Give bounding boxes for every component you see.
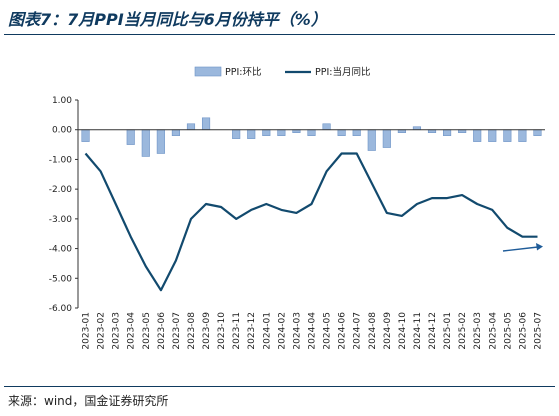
- x-tick-label: 2025-05: [503, 312, 513, 350]
- bar: [156, 129, 165, 154]
- x-tick-label: 2023-12: [247, 312, 257, 350]
- axes-layer: 1.00 0.00 -1.00 -2.00 -3.00 -4.00 -5.00 -6.00 20…: [49, 96, 545, 350]
- source-note: 来源：wind，国金证券研究所: [8, 394, 169, 408]
- x-tick-label: 2024-07: [353, 312, 363, 350]
- source-rule: [4, 386, 555, 387]
- x-tick-label: 2023-05: [142, 312, 152, 350]
- y-tick-label: 1.00: [52, 96, 72, 106]
- legend-label-yoy: PPI:当月同比: [315, 66, 370, 78]
- x-tick-label: 2024-01: [262, 312, 272, 350]
- bar: [518, 129, 527, 142]
- x-tick-label: 2024-05: [323, 312, 333, 350]
- y-tick-label: -2.00: [49, 185, 73, 195]
- x-tick-label: 2025-07: [533, 312, 543, 350]
- x-tick-label: 2024-12: [428, 312, 438, 350]
- y-tick-label: -6.00: [49, 304, 73, 314]
- x-tick-label: 2024-03: [292, 312, 302, 350]
- y-tick-label: -1.00: [49, 155, 73, 165]
- bar: [247, 129, 256, 139]
- line-series: [84, 152, 538, 292]
- bar: [126, 129, 135, 145]
- bar: [337, 129, 346, 136]
- x-tick-label: 2024-02: [277, 312, 287, 350]
- bar: [367, 129, 376, 151]
- bar: [488, 129, 497, 142]
- legend-swatch-bar: [194, 66, 222, 77]
- x-tick-label: 2024-04: [308, 312, 318, 350]
- yoy-line: [84, 152, 538, 292]
- bar: [201, 117, 211, 131]
- bar: [141, 129, 150, 157]
- y-tick-label: 0.00: [52, 126, 72, 136]
- bar: [382, 129, 391, 148]
- legend: PPI:环比 PPI:当月同比: [194, 66, 370, 78]
- bar: [232, 129, 241, 139]
- x-tick-label: 2024-11: [413, 312, 423, 350]
- x-tick-label: 2025-01: [443, 312, 453, 350]
- x-tick-label: 2023-03: [112, 312, 122, 350]
- bar: [171, 129, 180, 136]
- x-tick-label: 2023-01: [82, 312, 92, 350]
- bar: [473, 129, 482, 142]
- y-tick-label: -4.00: [49, 245, 73, 255]
- x-tick-label: 2024-08: [368, 312, 378, 350]
- x-tick-label: 2023-10: [217, 312, 227, 350]
- bar: [307, 129, 316, 136]
- bar: [262, 129, 271, 136]
- figure-title: 图表7：7月PPI当月同比与6月份持平（%）: [8, 10, 327, 29]
- y-tick-label: -5.00: [49, 274, 73, 284]
- x-tick-label: 2025-02: [458, 312, 468, 350]
- bar: [186, 123, 196, 131]
- title-rule: [4, 34, 555, 35]
- bar: [322, 123, 331, 131]
- legend-label-mom: PPI:环比: [225, 66, 261, 78]
- y-tick-label: -3.00: [49, 215, 73, 225]
- bar: [352, 129, 361, 136]
- annotation-layer: [502, 243, 543, 252]
- bar: [443, 129, 452, 136]
- bar: [81, 129, 90, 142]
- x-tick-label: 2023-09: [202, 312, 212, 350]
- x-tick-label: 2025-06: [518, 312, 528, 350]
- bar: [503, 129, 512, 142]
- x-tick-label: 2024-09: [383, 312, 393, 350]
- trend-arrow-shaft: [502, 246, 539, 252]
- x-tick-label: 2023-02: [97, 312, 107, 350]
- bar: [277, 129, 286, 136]
- x-tick-label: 2023-07: [172, 312, 182, 350]
- trend-arrow-head: [536, 243, 543, 251]
- x-tick-label: 2023-08: [187, 312, 197, 350]
- x-tick-label: 2023-06: [157, 312, 167, 350]
- x-tick-label: 2024-06: [338, 312, 348, 350]
- x-tick-label: 2025-04: [488, 312, 498, 350]
- bar: [533, 129, 542, 136]
- x-tick-label: 2024-10: [398, 312, 408, 350]
- x-tick-label: 2023-04: [127, 312, 137, 350]
- bar-series: [81, 117, 542, 157]
- x-tick-label: 2023-11: [232, 312, 242, 350]
- x-tick-label: 2025-03: [473, 312, 483, 350]
